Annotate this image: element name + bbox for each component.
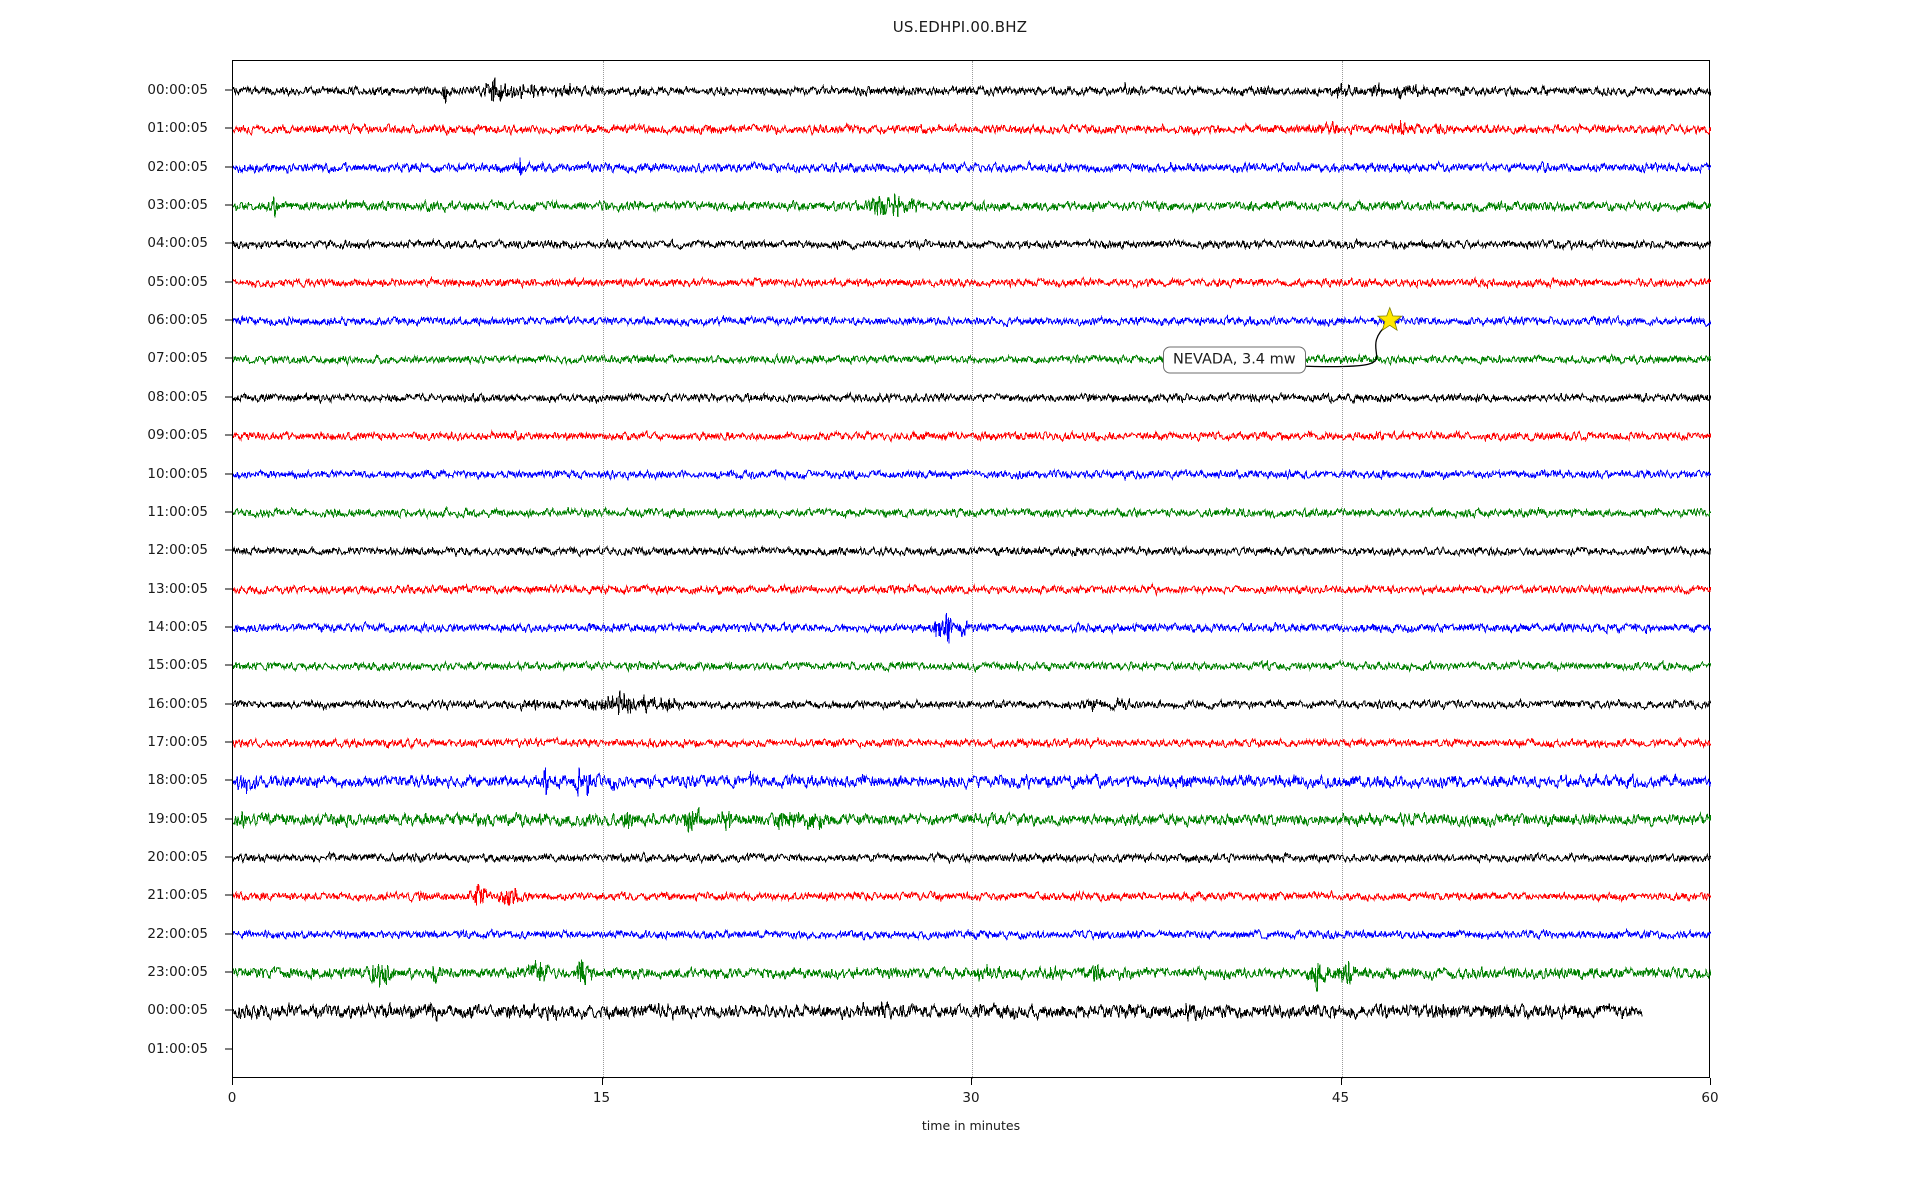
y-tick-label: 05:00:05	[147, 273, 208, 290]
x-tick-label: 60	[1701, 1090, 1719, 1106]
y-tick-label: 04:00:05	[147, 235, 208, 252]
y-tick-mark	[225, 626, 232, 628]
y-axis-ticks	[0, 0, 232, 1200]
y-tick-mark	[225, 933, 232, 935]
y-tick-mark	[225, 1048, 232, 1050]
y-tick-label: 00:00:05	[147, 82, 208, 98]
y-tick-label: 10:00:05	[147, 465, 208, 482]
y-tick-mark	[225, 703, 232, 705]
y-tick-mark	[225, 127, 232, 129]
y-tick-label: 02:00:05	[147, 158, 208, 175]
y-tick-label: 15:00:05	[147, 657, 208, 674]
y-tick-label: 09:00:05	[147, 427, 208, 444]
y-tick-label: 07:00:05	[147, 350, 208, 367]
x-tick-mark	[1710, 1078, 1711, 1085]
y-tick-label: 18:00:05	[147, 772, 208, 789]
y-tick-label: 20:00:05	[147, 849, 208, 865]
y-tick-mark	[225, 549, 232, 551]
x-tick-mark	[601, 1078, 603, 1085]
y-tick-label: 01:00:05	[147, 1040, 208, 1057]
y-tick-label: 14:00:05	[147, 618, 208, 635]
y-tick-mark	[225, 971, 232, 973]
y-axis-labels: 00:00:05 01:00:05 02:00:05 03:00:05 04:00:05…	[0, 0, 222, 1200]
y-tick-mark	[225, 588, 232, 590]
y-tick-label: 23:00:05	[147, 964, 208, 981]
y-tick-mark	[225, 434, 232, 436]
gridline	[1341, 61, 1343, 1079]
x-tick-mark	[232, 1078, 233, 1085]
y-tick-mark	[225, 166, 232, 168]
y-tick-label: 06:00:05	[147, 312, 208, 329]
event-annotation-label[interactable]: NEVADA, 3.4 mw	[1163, 346, 1306, 374]
x-tick-label: 0	[227, 1090, 237, 1106]
y-tick-label: 22:00:05	[147, 925, 208, 942]
y-tick-label: 11:00:05	[147, 503, 208, 520]
y-tick-mark	[225, 396, 232, 398]
x-tick-label: 45	[1331, 1090, 1350, 1106]
x-tick-mark	[1340, 1078, 1342, 1085]
y-tick-mark	[225, 741, 232, 743]
x-tick-label: 15	[592, 1090, 611, 1106]
y-tick-mark	[225, 319, 232, 321]
y-tick-mark	[225, 357, 232, 359]
y-tick-label: 19:00:05	[147, 810, 208, 827]
y-tick-mark	[225, 664, 232, 666]
y-tick-label: 16:00:05	[147, 695, 208, 712]
y-tick-mark	[225, 894, 232, 896]
x-tick-label: 30	[962, 1090, 980, 1106]
y-tick-mark	[225, 511, 232, 513]
x-tick-mark	[971, 1078, 972, 1085]
y-tick-mark	[225, 1009, 232, 1011]
y-tick-mark	[225, 818, 232, 820]
y-tick-label: 21:00:05	[147, 887, 208, 904]
y-tick-label: 00:00:05	[147, 1002, 208, 1019]
y-tick-mark	[225, 779, 232, 781]
plot-area	[232, 60, 1711, 1079]
y-tick-mark	[225, 242, 232, 244]
y-tick-mark	[225, 204, 232, 206]
y-tick-label: 03:00:05	[147, 197, 208, 214]
y-tick-label: 13:00:05	[147, 580, 208, 597]
y-tick-label: 12:00:05	[147, 542, 208, 559]
y-tick-mark	[225, 856, 232, 858]
gridline	[972, 61, 973, 1079]
y-tick-mark	[225, 89, 232, 91]
gridline	[602, 61, 604, 1079]
y-tick-label: 01:00:05	[147, 120, 208, 137]
y-tick-label: 08:00:05	[147, 388, 208, 405]
y-tick-label: 17:00:05	[147, 733, 208, 750]
y-tick-mark	[225, 473, 232, 474]
page-title: US.EDHPI.00.BHZ	[892, 18, 1028, 36]
y-tick-mark	[225, 281, 232, 283]
x-axis-label: time in minutes	[921, 1118, 1021, 1133]
trace-row-24	[233, 1001, 1643, 1022]
